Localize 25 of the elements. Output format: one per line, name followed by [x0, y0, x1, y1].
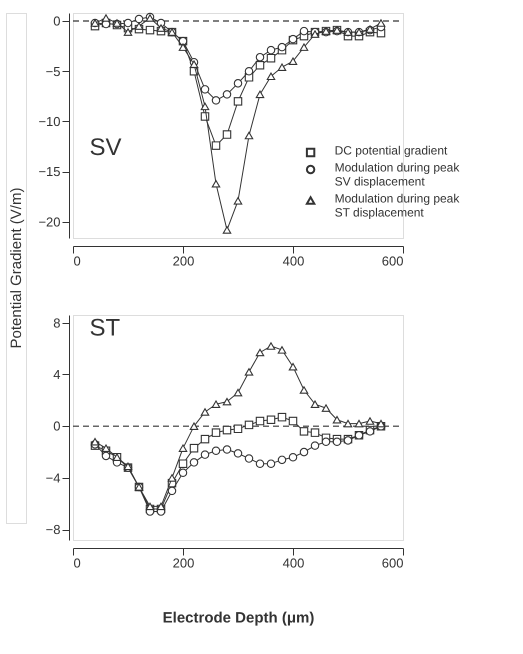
y-tick-label: −10 — [38, 114, 60, 129]
y-tick-label: 4 — [53, 366, 60, 382]
x-tick-label: 600 — [382, 556, 404, 570]
x-tick-label: 400 — [282, 556, 304, 570]
y-tick-label: 0 — [53, 418, 60, 434]
legend-label: DC potential gradient — [334, 144, 448, 158]
x-tick-label: 0 — [74, 254, 81, 268]
y-tick-label: 0 — [53, 14, 60, 29]
annotation: ST — [90, 314, 121, 342]
legend-label: Modulation during peak SV displacement — [334, 160, 460, 188]
x-tick-label: 600 — [382, 254, 404, 268]
x-tick-label: 200 — [172, 254, 194, 268]
x-tick-label: 400 — [282, 254, 304, 268]
y-axis-title: Potential Gradient (V/m) — [8, 188, 25, 348]
y-tick-label: −8 — [46, 522, 60, 538]
y-tick-label: −4 — [46, 470, 60, 486]
y-tick-label: 8 — [53, 315, 60, 330]
x-axis-title: Electrode Depth (μm) — [162, 610, 314, 626]
x-tick-label: 200 — [172, 556, 194, 570]
legend-label: Modulation during peak ST displacement — [334, 192, 460, 220]
y-tick-label: −15 — [38, 164, 60, 180]
y-tick-label: −5 — [46, 64, 60, 79]
x-tick-label: 0 — [74, 556, 81, 570]
annotation: SV — [90, 134, 122, 161]
y-tick-label: −20 — [38, 214, 60, 230]
